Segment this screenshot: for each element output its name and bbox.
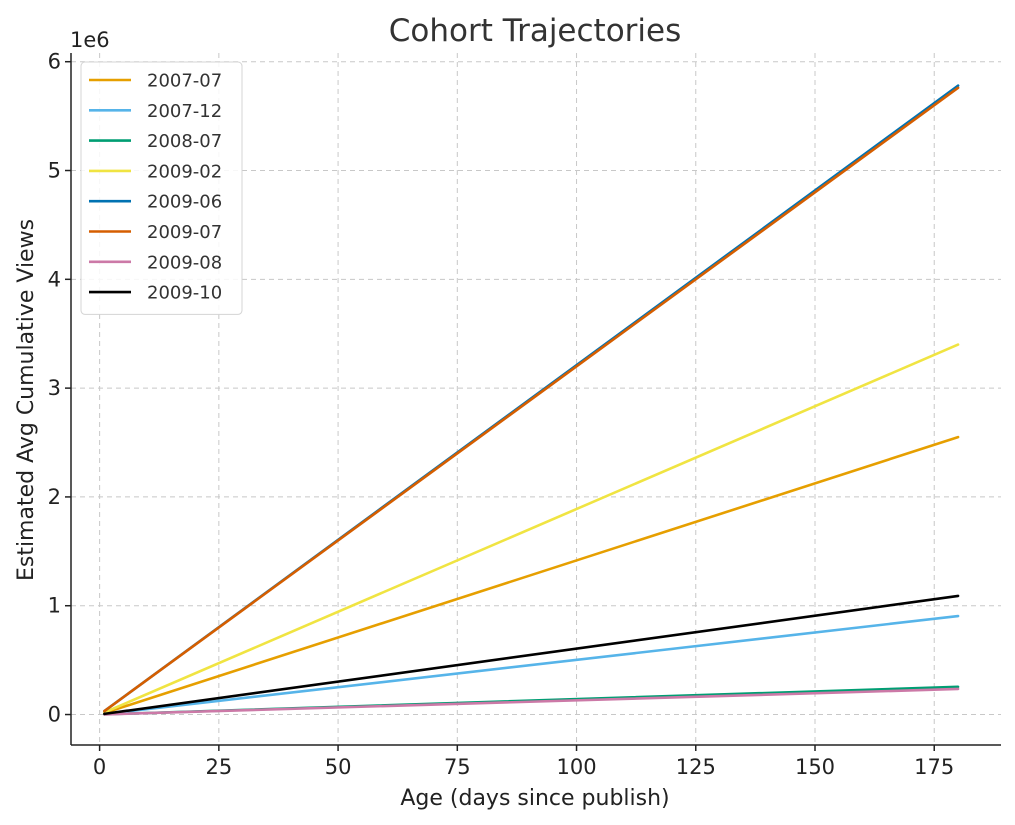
tick-labels: 0 25 50 75 100 125 150 175 0 1 2 3 4 5 6 xyxy=(48,50,955,779)
y-tick-label: 0 xyxy=(48,703,61,727)
x-axis-label: Age (days since publish) xyxy=(400,786,669,811)
x-tick-label: 100 xyxy=(556,755,596,779)
legend-label: 2007-07 xyxy=(147,71,222,92)
series-line-2009-08 xyxy=(103,687,960,716)
series-line-2009-10 xyxy=(103,594,960,716)
legend: 2007-07 2007-12 2008-07 2009-02 2009-06 2009-… xyxy=(80,61,243,315)
y-axis-label: Estimated Avg Cumulative Views xyxy=(14,219,39,581)
x-tick-label: 175 xyxy=(914,755,954,779)
legend-label: 2008-07 xyxy=(147,131,222,152)
series-lines xyxy=(103,84,960,716)
legend-label: 2009-10 xyxy=(147,283,222,304)
y-tick-label: 1 xyxy=(48,594,61,618)
x-tick-label: 50 xyxy=(325,755,352,779)
series-line-2007-12 xyxy=(103,614,960,716)
legend-label: 2009-06 xyxy=(147,192,222,213)
chart-title: Cohort Trajectories xyxy=(389,13,682,49)
x-tick-label: 150 xyxy=(795,755,835,779)
x-tick-label: 25 xyxy=(205,755,232,779)
x-tick-label: 75 xyxy=(444,755,471,779)
x-tick-label: 125 xyxy=(676,755,716,779)
axes xyxy=(70,53,1001,746)
y-tick-label: 2 xyxy=(48,485,61,509)
y-tick-label: 5 xyxy=(48,159,61,183)
y-tick-label: 4 xyxy=(48,267,61,291)
y-tick-label: 6 xyxy=(48,50,61,74)
series-line-2009-02 xyxy=(103,343,960,714)
x-tick-label: 0 xyxy=(93,755,106,779)
legend-label: 2009-02 xyxy=(147,161,222,182)
legend-label: 2007-12 xyxy=(147,101,222,122)
series-line-2009-07 xyxy=(103,86,960,713)
series-line-2007-07 xyxy=(103,435,960,715)
y-axis-offset-label: 1e6 xyxy=(70,28,110,52)
legend-label: 2009-08 xyxy=(147,252,222,273)
y-tick-label: 3 xyxy=(48,376,61,400)
legend-label: 2009-07 xyxy=(147,222,222,243)
legend-box xyxy=(80,61,243,315)
